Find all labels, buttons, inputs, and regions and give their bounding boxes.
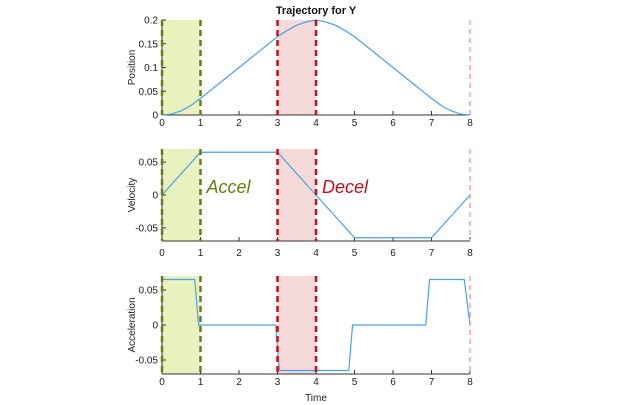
y-tick-label: 0 [152, 321, 158, 332]
x-tick-label: 6 [390, 118, 396, 129]
x-tick-label: 8 [467, 377, 473, 388]
x-tick-label: 6 [390, 377, 396, 388]
x-tick-label: 7 [429, 377, 435, 388]
x-tick-label: 4 [313, 377, 319, 388]
x-tick-label: 7 [429, 248, 435, 259]
chart-title: Trajectory for Y [276, 5, 357, 17]
y-tick-label: 0.2 [144, 16, 158, 27]
x-tick-label: 8 [467, 118, 473, 129]
x-tick-label: 8 [467, 248, 473, 259]
x-tick-label: 5 [352, 248, 358, 259]
y-tick-label: 0.05 [139, 286, 159, 297]
x-tick-label: 1 [198, 377, 204, 388]
x-tick-label: 4 [313, 118, 319, 129]
y-axis-label: Acceleration [127, 297, 138, 352]
y-tick-label: 0.05 [139, 87, 159, 98]
x-tick-label: 0 [159, 248, 165, 259]
region-label-accel: Accel [206, 177, 252, 197]
y-tick-label: 0 [152, 111, 158, 122]
x-tick-label: 2 [236, 248, 242, 259]
x-tick-label: 2 [236, 118, 242, 129]
y-axis-label: Position [127, 50, 138, 86]
x-tick-label: 5 [352, 377, 358, 388]
x-tick-label: 4 [313, 248, 319, 259]
region-shade-decel [277, 149, 316, 241]
region-shade-accel [162, 20, 201, 115]
x-tick-label: 7 [429, 118, 435, 129]
region-label-decel: Decel [322, 177, 369, 197]
x-tick-label: 0 [159, 377, 165, 388]
x-tick-label: 3 [275, 248, 281, 259]
region-shade-decel [277, 276, 316, 374]
acceleration-series-line [162, 278, 471, 372]
y-tick-label: -0.05 [135, 223, 158, 234]
y-tick-label: 0.1 [144, 63, 158, 74]
x-tick-label: 1 [198, 118, 204, 129]
x-tick-label: 0 [159, 118, 165, 129]
x-tick-label: 3 [275, 377, 281, 388]
y-tick-label: 0.15 [139, 39, 159, 50]
x-axis-label: Time [305, 393, 327, 404]
region-shade-decel [277, 20, 316, 115]
y-tick-label: 0 [152, 191, 158, 202]
y-tick-label: -0.05 [135, 356, 158, 367]
x-tick-label: 5 [352, 118, 358, 129]
region-shade-accel [162, 149, 201, 241]
x-tick-label: 2 [236, 377, 242, 388]
y-tick-label: 0.05 [139, 158, 159, 169]
y-axis-label: Velocity [127, 178, 138, 212]
x-tick-label: 1 [198, 248, 204, 259]
region-shade-accel [162, 276, 201, 374]
x-tick-label: 6 [390, 248, 396, 259]
x-tick-label: 3 [275, 118, 281, 129]
